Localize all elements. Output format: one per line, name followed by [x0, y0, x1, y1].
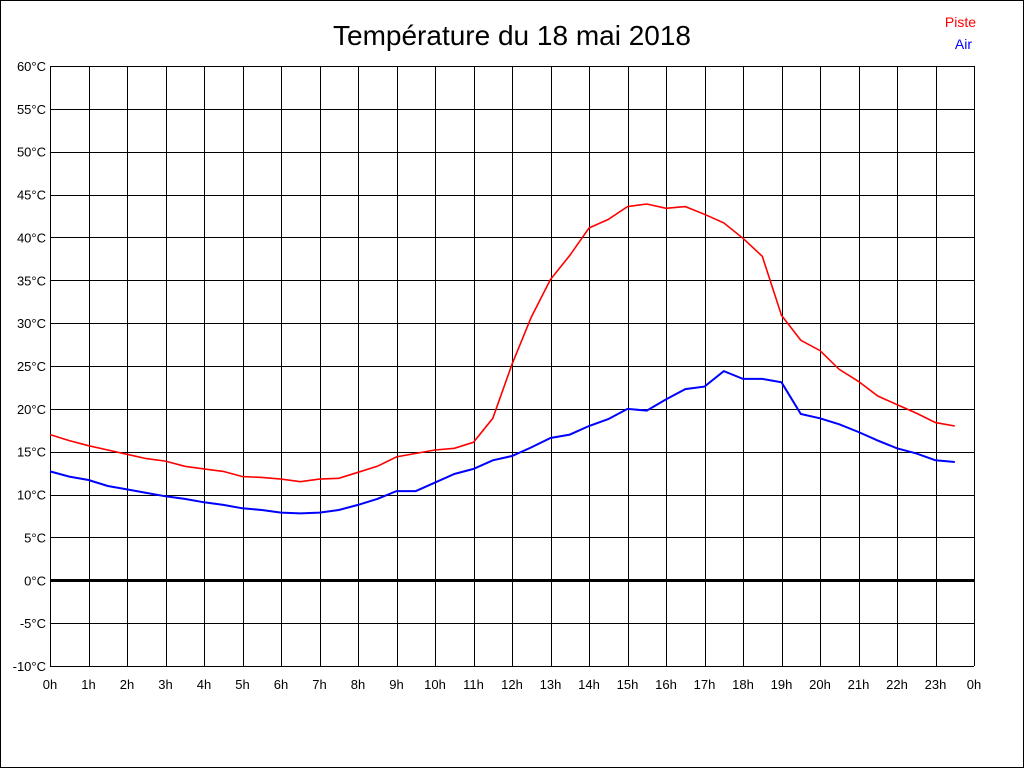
chart-title: Température du 18 mai 2018	[333, 20, 691, 51]
x-tick-label: 23h	[925, 677, 947, 692]
y-tick-label: 50°C	[17, 145, 46, 160]
y-tick-label: 40°C	[17, 230, 46, 245]
x-tick-label: 10h	[424, 677, 446, 692]
x-tick-label: 4h	[197, 677, 211, 692]
x-tick-label: 16h	[655, 677, 677, 692]
x-tick-label: 8h	[351, 677, 365, 692]
y-tick-label: 25°C	[17, 359, 46, 374]
x-tick-label: 22h	[886, 677, 908, 692]
x-tick-label: 12h	[501, 677, 523, 692]
x-tick-label: 21h	[848, 677, 870, 692]
y-tick-label: 20°C	[17, 402, 46, 417]
x-tick-label: 17h	[694, 677, 716, 692]
x-tick-label: 2h	[120, 677, 134, 692]
y-tick-label: 5°C	[24, 530, 46, 545]
y-tick-label: 10°C	[17, 488, 46, 503]
series-line-air	[49, 369, 955, 515]
x-tick-label: 5h	[235, 677, 249, 692]
x-tick-label: 18h	[732, 677, 754, 692]
x-tick-label: 9h	[389, 677, 403, 692]
legend-piste: Piste	[945, 14, 976, 30]
y-tick-label: 60°C	[17, 59, 46, 74]
x-tick-label: 11h	[463, 677, 484, 692]
x-tick-label: 20h	[809, 677, 831, 692]
x-tick-label: 14h	[578, 677, 600, 692]
y-tick-label: -10°C	[13, 659, 46, 674]
y-tick-label: 0°C	[24, 573, 46, 588]
x-tick-label: 1h	[81, 677, 95, 692]
y-tick-label: 15°C	[17, 445, 46, 460]
legend-air: Air	[955, 36, 972, 52]
x-tick-label: 0h	[43, 677, 57, 692]
y-tick-label: 55°C	[17, 102, 46, 117]
x-tick-label: 15h	[617, 677, 639, 692]
x-tick-label: 19h	[771, 677, 793, 692]
x-tick-label: 0h	[967, 677, 981, 692]
x-tick-label: 6h	[274, 677, 288, 692]
x-tick-label: 3h	[158, 677, 172, 692]
y-tick-label: 45°C	[17, 188, 46, 203]
x-tick-label: 13h	[540, 677, 562, 692]
series-line-piste	[49, 203, 955, 483]
y-tick-label: 35°C	[17, 273, 46, 288]
x-tick-label: 7h	[312, 677, 326, 692]
y-tick-label: -5°C	[20, 616, 46, 631]
y-tick-label: 30°C	[17, 316, 46, 331]
